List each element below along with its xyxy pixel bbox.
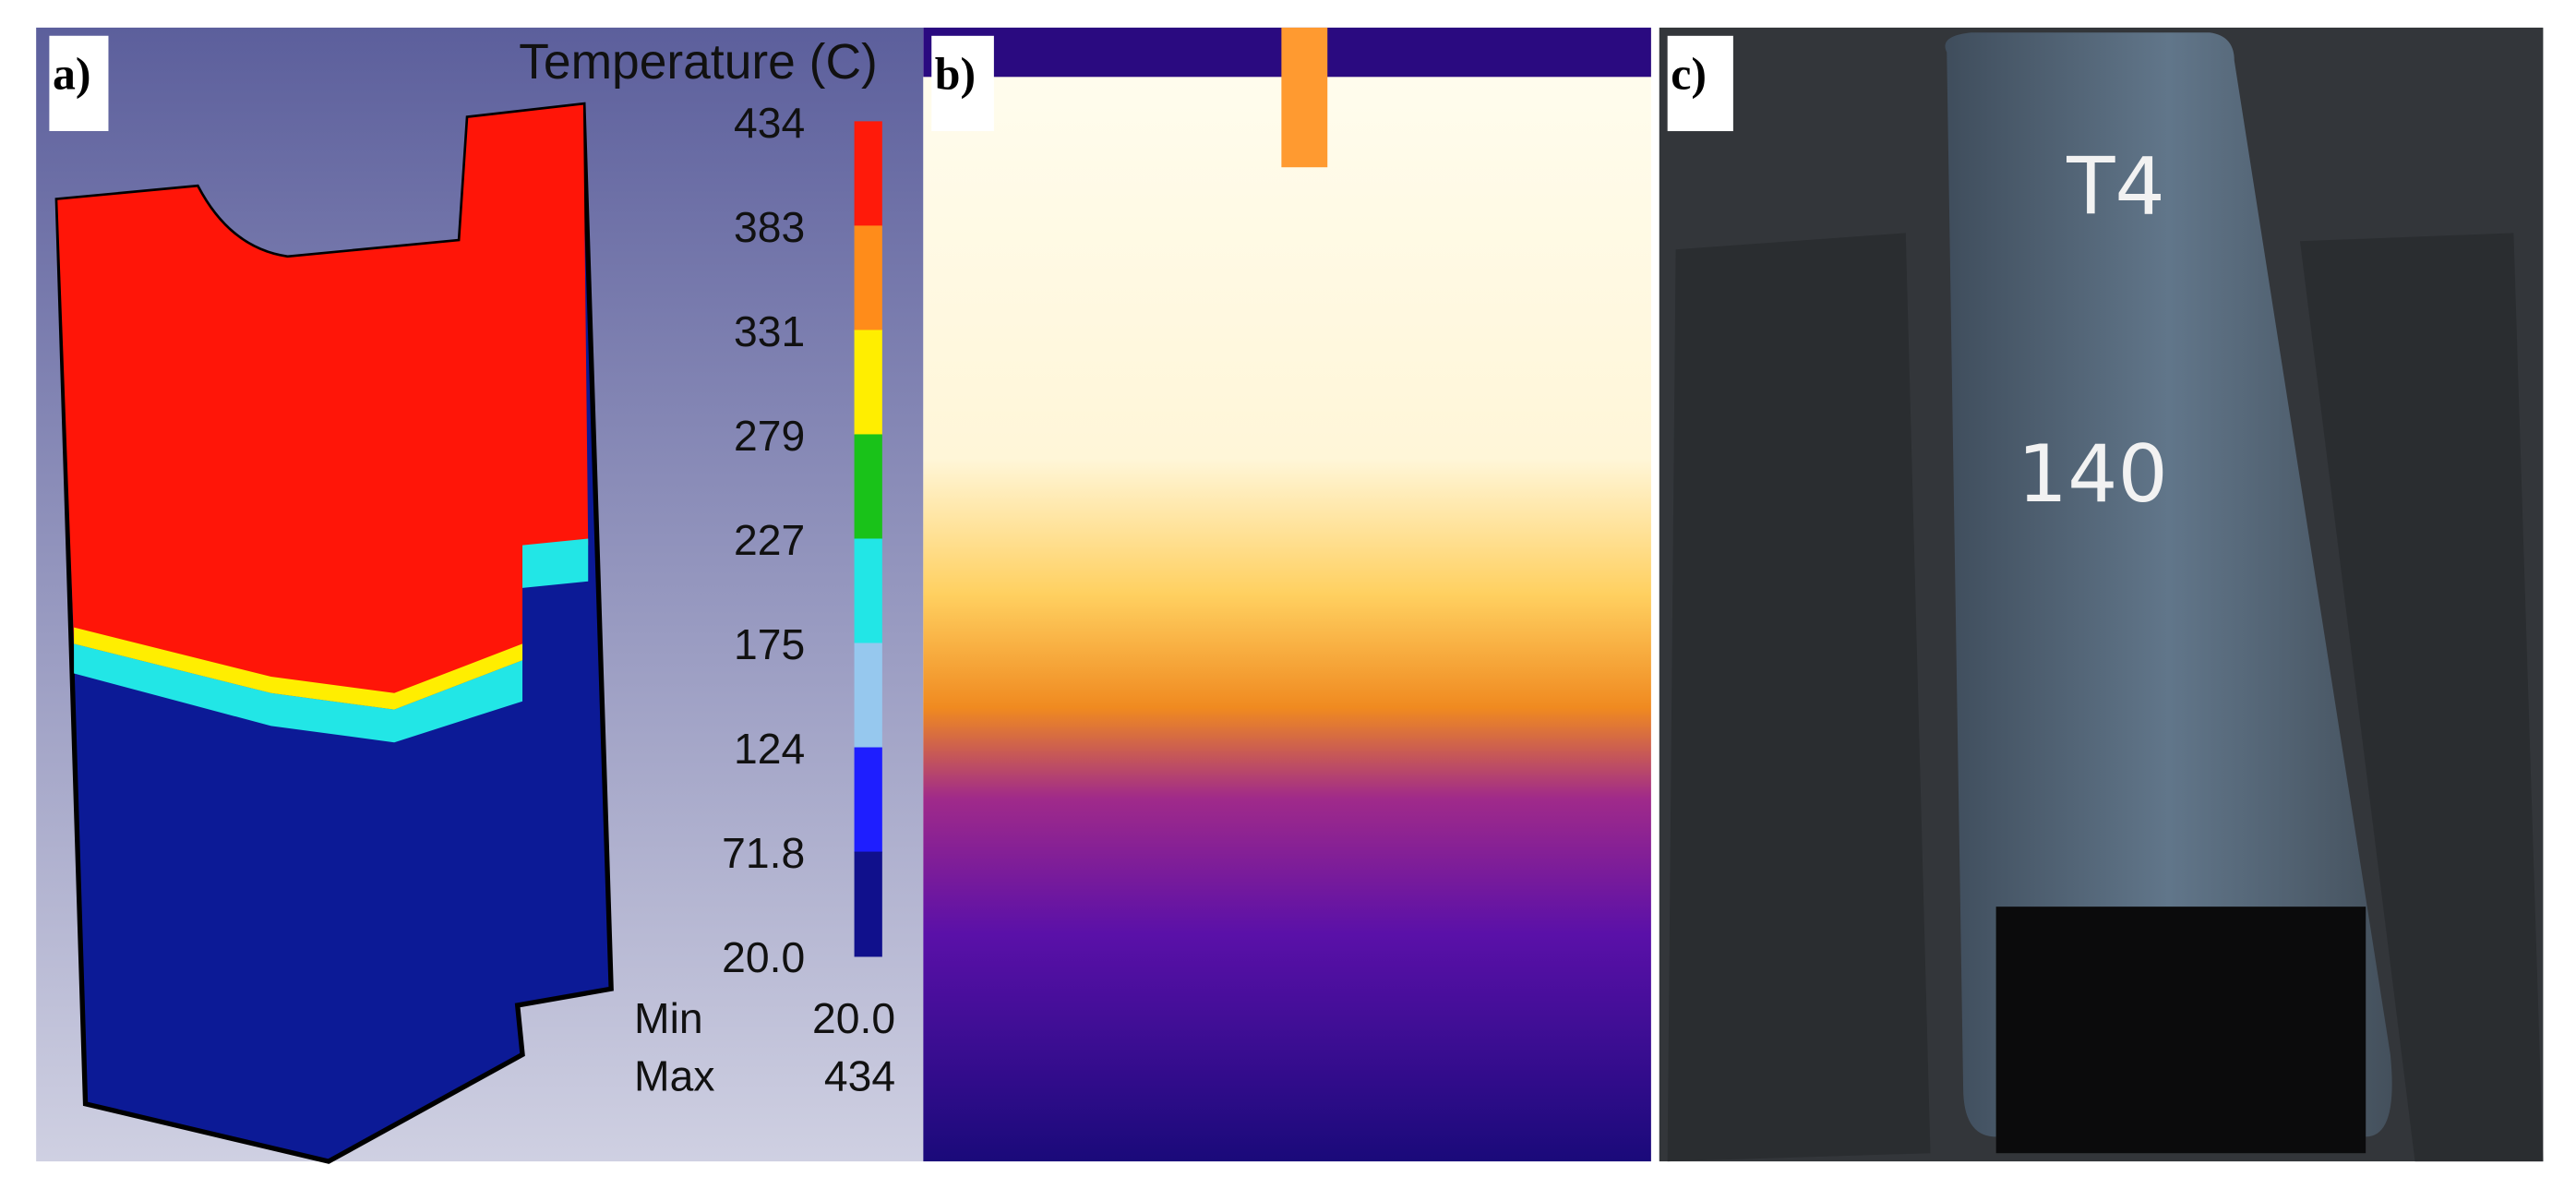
label-box xyxy=(49,35,109,132)
colorbar-tick-label: 331 xyxy=(734,307,805,355)
colorbar-tick-label: 175 xyxy=(734,620,805,668)
colorbar-segment xyxy=(854,121,882,227)
colorbar-segment xyxy=(854,538,882,644)
thermal-detail xyxy=(1281,27,1328,168)
photo-mark: 140 xyxy=(2018,429,2168,521)
thermal-image xyxy=(923,27,1651,1162)
stat-label: Max xyxy=(634,1051,714,1099)
hot-zone xyxy=(57,104,589,710)
panel-label: b) xyxy=(935,49,976,100)
stat-value: 434 xyxy=(824,1051,895,1099)
colorbar-tick-label: 434 xyxy=(734,99,805,147)
transition-zone xyxy=(74,627,523,710)
label-box xyxy=(1667,35,1733,132)
colorbar-segment xyxy=(854,851,882,957)
colorbar: 434 383 331 279 227 175 124 71.8 20.0 xyxy=(722,99,882,981)
colorbar-segment xyxy=(854,434,882,540)
steel-channel xyxy=(1945,32,2392,1137)
colorbar-tick-label: 227 xyxy=(734,516,805,564)
transition-zone xyxy=(522,538,589,588)
colorbar-tick-label: 20.0 xyxy=(722,933,805,981)
panel-c: T4 140 c) xyxy=(1659,27,2544,1162)
colorbar-segment xyxy=(854,643,882,749)
photo-surface xyxy=(2299,233,2544,1162)
stat-value: 20.0 xyxy=(812,994,895,1042)
panel-label: a) xyxy=(53,49,91,100)
photo-mark: T4 xyxy=(2066,141,2165,233)
colorbar-tick-label: 279 xyxy=(734,412,805,460)
colorbar-tick-label: 71.8 xyxy=(722,829,805,877)
colorbar-tick-label: 383 xyxy=(734,203,805,251)
colorbar-title: Temperature (C) xyxy=(519,35,878,90)
colorbar-tick-label: 124 xyxy=(734,725,805,773)
photo-surface xyxy=(1667,233,1931,1162)
panel-b: b) xyxy=(923,27,1651,1162)
panel-label: c) xyxy=(1671,49,1707,100)
stat-label: Min xyxy=(634,994,703,1042)
label-box xyxy=(931,35,994,132)
panel-a: a) Temperature (C) 434 383 331 279 227 175 124… xyxy=(36,27,924,1164)
colorbar-segment xyxy=(854,330,882,436)
transition-zone xyxy=(74,643,523,743)
channel-opening xyxy=(1995,907,2366,1154)
colorbar-segment xyxy=(854,225,882,331)
colorbar-segment xyxy=(854,747,882,853)
